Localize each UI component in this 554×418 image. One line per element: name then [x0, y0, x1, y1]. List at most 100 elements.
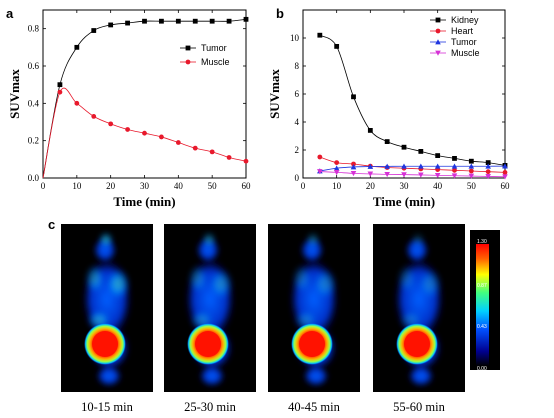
- head-uptake: [202, 232, 216, 248]
- head-uptake: [306, 232, 320, 248]
- data-point: [502, 163, 508, 169]
- data-point: [226, 18, 232, 24]
- y-tick-label: 6: [295, 89, 300, 99]
- x-axis-title: Time (min): [373, 194, 435, 209]
- data-point: [502, 170, 508, 175]
- x-tick-label: 0: [301, 181, 306, 191]
- data-point: [367, 128, 373, 133]
- data-point: [451, 173, 458, 179]
- data-point: [74, 44, 80, 50]
- data-point: [317, 169, 323, 175]
- x-tick-label: 50: [467, 181, 477, 191]
- x-tick-label: 10: [332, 181, 342, 191]
- legend-marker: [185, 59, 191, 65]
- x-tick-label: 20: [106, 181, 116, 191]
- data-point: [57, 89, 63, 95]
- colorbar-gradient: [476, 244, 489, 366]
- data-point: [333, 170, 340, 176]
- x-tick-label: 10: [72, 181, 82, 191]
- data-point: [209, 18, 215, 24]
- x-tick-label: 40: [433, 181, 443, 191]
- legend-label: Tumor: [451, 37, 477, 47]
- data-point: [57, 82, 63, 88]
- bladder-core: [299, 331, 325, 357]
- data-point: [367, 163, 374, 169]
- legend-entry: Tumor: [430, 37, 477, 47]
- data-point: [468, 168, 474, 174]
- body-uptake: [397, 264, 417, 294]
- series-tumor: [317, 163, 508, 174]
- legend-marker: [435, 39, 441, 45]
- data-point: [418, 172, 424, 178]
- pet-image-2: [164, 224, 256, 392]
- tumor-uptake: [106, 268, 130, 300]
- colorbar-min-label: 0.00: [477, 366, 487, 372]
- x-tick-label: 20: [366, 181, 376, 191]
- x-tick-label: 0: [41, 181, 46, 191]
- data-point: [351, 161, 356, 167]
- data-point: [192, 18, 198, 24]
- data-point: [74, 100, 80, 106]
- plot-frame: [302, 9, 506, 179]
- data-point: [175, 18, 181, 24]
- x-tick-label: 50: [208, 181, 218, 191]
- data-point: [485, 160, 491, 165]
- x-tick-label: 60: [501, 181, 511, 191]
- x-tick-label: 40: [174, 181, 184, 191]
- colorbar-lower-label: 0.43: [477, 324, 487, 330]
- colorbar: 1.30 0.87 0.43 0.00: [470, 230, 500, 372]
- data-point: [485, 169, 491, 175]
- legend-marker: [435, 17, 441, 23]
- data-point: [384, 163, 390, 169]
- colorbar-upper-label: 0.87: [477, 283, 487, 289]
- legend-marker: [435, 28, 441, 34]
- data-point: [434, 163, 441, 169]
- chart-b: 0 10 20 30 40 50 60 0 2 4 6 8 10 Time (min) SUVmax Kidn…: [267, 9, 511, 209]
- data-point: [108, 121, 114, 127]
- data-point: [317, 154, 323, 160]
- data-point: [142, 130, 147, 136]
- colorbar-max-label: 1.30: [477, 239, 487, 245]
- y-tick-label: 8: [295, 61, 300, 71]
- head-uptake: [411, 232, 425, 248]
- body-uptake: [85, 264, 105, 294]
- y-tick-label: 0.6: [28, 61, 40, 71]
- y-tick-label: 0.0: [28, 173, 40, 183]
- legend-label: Tumor: [201, 43, 227, 53]
- image-caption: 10-15 min: [81, 400, 133, 414]
- series-line: [319, 171, 506, 178]
- series-muscle: [42, 87, 249, 179]
- data-point: [243, 158, 249, 164]
- data-point: [125, 127, 130, 132]
- series-muscle: [317, 169, 508, 180]
- tumor-uptake: [209, 268, 233, 300]
- image-caption: 40-45 min: [288, 400, 340, 414]
- data-point: [192, 145, 198, 151]
- data-point: [485, 174, 491, 180]
- head-uptake: [99, 232, 113, 248]
- data-point: [91, 114, 97, 119]
- data-point: [468, 173, 475, 179]
- x-tick-label: 30: [400, 181, 410, 191]
- tumor-uptake: [418, 268, 442, 300]
- chart-a: 0 10 20 30 40 50 60 0.0 0.2 0.4 0.6 0.8 Time (min) SU…: [7, 9, 251, 209]
- data-point: [350, 164, 357, 170]
- y-tick-label: 0.4: [28, 98, 40, 108]
- data-point: [468, 163, 475, 169]
- data-point: [175, 140, 181, 145]
- y-tick-label: 10: [290, 33, 300, 43]
- legend-label: Muscle: [201, 57, 230, 67]
- data-point: [502, 174, 508, 180]
- data-point: [91, 28, 97, 33]
- y-tick-label: 4: [295, 117, 300, 127]
- bladder-core: [92, 331, 118, 357]
- series-heart: [317, 154, 508, 175]
- y-axis-title: SUVmax: [267, 69, 282, 119]
- data-point: [334, 44, 340, 49]
- y-axis-title: SUVmax: [7, 69, 22, 119]
- data-point: [125, 20, 130, 26]
- data-point: [159, 18, 164, 24]
- data-point: [401, 163, 407, 169]
- legend-label: Muscle: [451, 48, 480, 58]
- data-point: [367, 171, 374, 177]
